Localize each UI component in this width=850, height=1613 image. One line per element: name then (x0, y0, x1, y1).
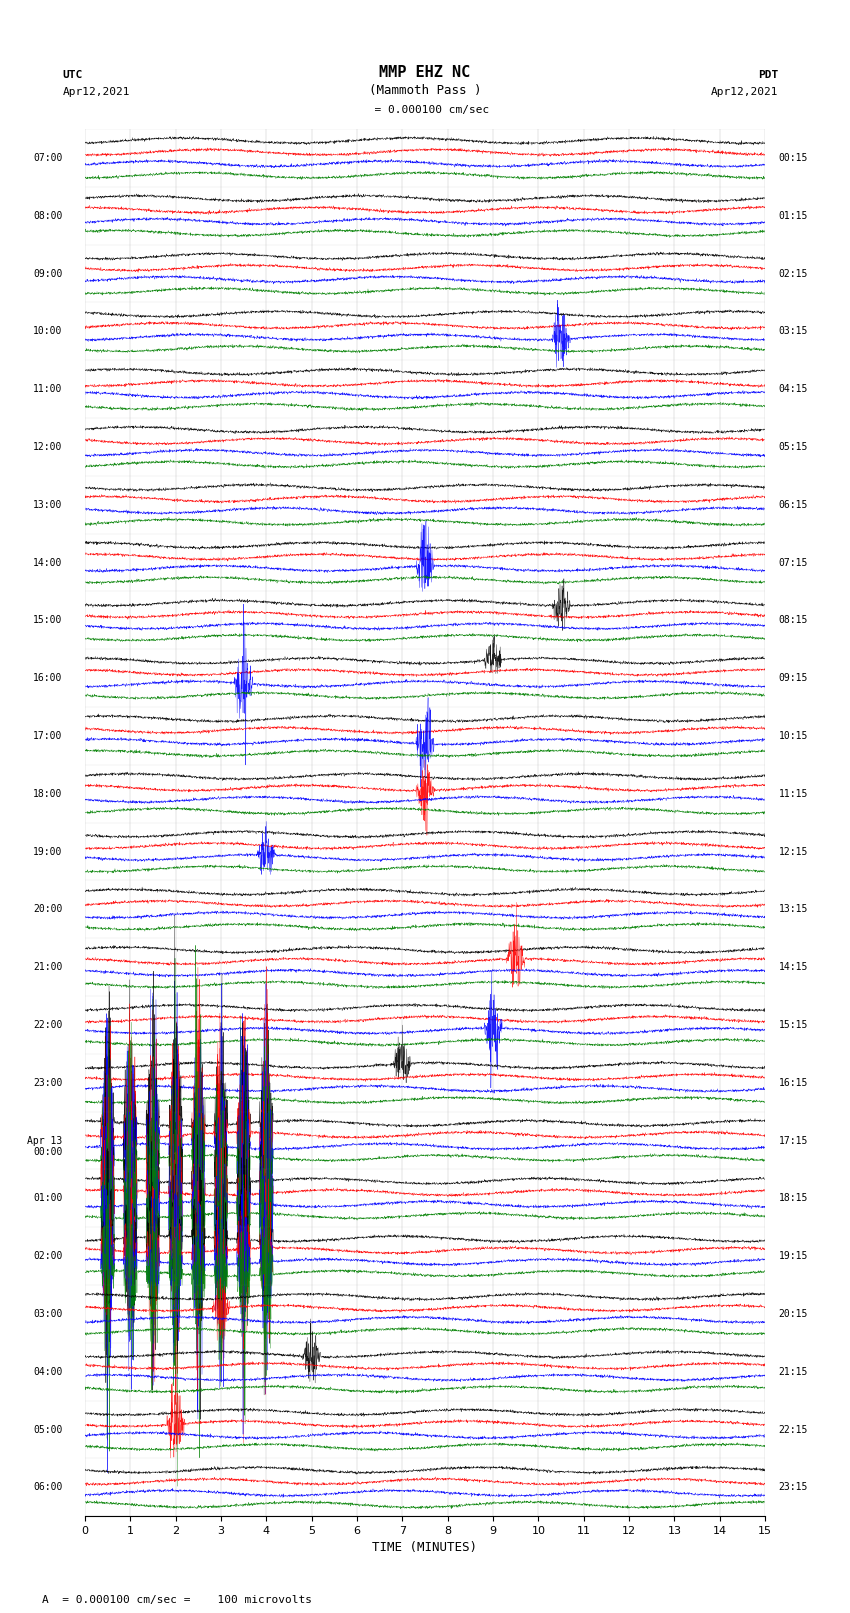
Text: A  = 0.000100 cm/sec =    100 microvolts: A = 0.000100 cm/sec = 100 microvolts (42, 1595, 313, 1605)
Text: 15:00: 15:00 (33, 615, 62, 626)
Text: 05:00: 05:00 (33, 1424, 62, 1434)
Text: 22:15: 22:15 (779, 1424, 808, 1434)
Text: 00:00: 00:00 (33, 1147, 62, 1157)
Text: PDT: PDT (758, 69, 779, 81)
Text: 20:15: 20:15 (779, 1308, 808, 1319)
Text: 07:00: 07:00 (33, 153, 62, 163)
Text: 14:00: 14:00 (33, 558, 62, 568)
Text: 03:00: 03:00 (33, 1308, 62, 1319)
Text: MMP EHZ NC: MMP EHZ NC (379, 65, 471, 81)
Text: 20:00: 20:00 (33, 905, 62, 915)
Text: 06:15: 06:15 (779, 500, 808, 510)
Text: 08:15: 08:15 (779, 615, 808, 626)
Text: 10:00: 10:00 (33, 326, 62, 337)
Text: 02:00: 02:00 (33, 1252, 62, 1261)
Text: 06:00: 06:00 (33, 1482, 62, 1492)
Text: 23:00: 23:00 (33, 1077, 62, 1087)
Text: 21:00: 21:00 (33, 961, 62, 973)
Text: 01:00: 01:00 (33, 1194, 62, 1203)
Text: 14:15: 14:15 (779, 961, 808, 973)
Text: Apr 13: Apr 13 (27, 1136, 62, 1145)
Text: 19:15: 19:15 (779, 1252, 808, 1261)
Text: 17:00: 17:00 (33, 731, 62, 740)
Text: 21:15: 21:15 (779, 1366, 808, 1378)
Text: 08:00: 08:00 (33, 211, 62, 221)
Text: 02:15: 02:15 (779, 268, 808, 279)
Text: = 0.000100 cm/sec: = 0.000100 cm/sec (361, 105, 489, 115)
Text: 22:00: 22:00 (33, 1019, 62, 1031)
Text: 04:00: 04:00 (33, 1366, 62, 1378)
Text: 16:00: 16:00 (33, 673, 62, 684)
Text: 18:15: 18:15 (779, 1194, 808, 1203)
Text: 04:15: 04:15 (779, 384, 808, 394)
Text: 12:00: 12:00 (33, 442, 62, 452)
Text: 13:15: 13:15 (779, 905, 808, 915)
Text: (Mammoth Pass ): (Mammoth Pass ) (369, 84, 481, 97)
Text: 10:15: 10:15 (779, 731, 808, 740)
Text: 18:00: 18:00 (33, 789, 62, 798)
Text: UTC: UTC (62, 69, 82, 81)
Text: Apr12,2021: Apr12,2021 (711, 87, 779, 97)
Text: 19:00: 19:00 (33, 847, 62, 857)
Text: 12:15: 12:15 (779, 847, 808, 857)
Text: 07:15: 07:15 (779, 558, 808, 568)
Text: Apr12,2021: Apr12,2021 (62, 87, 130, 97)
Text: 09:15: 09:15 (779, 673, 808, 684)
Text: 23:15: 23:15 (779, 1482, 808, 1492)
Text: 13:00: 13:00 (33, 500, 62, 510)
Text: 00:15: 00:15 (779, 153, 808, 163)
Text: 17:15: 17:15 (779, 1136, 808, 1145)
Text: 16:15: 16:15 (779, 1077, 808, 1087)
Text: 11:00: 11:00 (33, 384, 62, 394)
Text: 05:15: 05:15 (779, 442, 808, 452)
Text: 01:15: 01:15 (779, 211, 808, 221)
Text: 09:00: 09:00 (33, 268, 62, 279)
Text: 11:15: 11:15 (779, 789, 808, 798)
Text: 15:15: 15:15 (779, 1019, 808, 1031)
Text: 03:15: 03:15 (779, 326, 808, 337)
X-axis label: TIME (MINUTES): TIME (MINUTES) (372, 1542, 478, 1555)
